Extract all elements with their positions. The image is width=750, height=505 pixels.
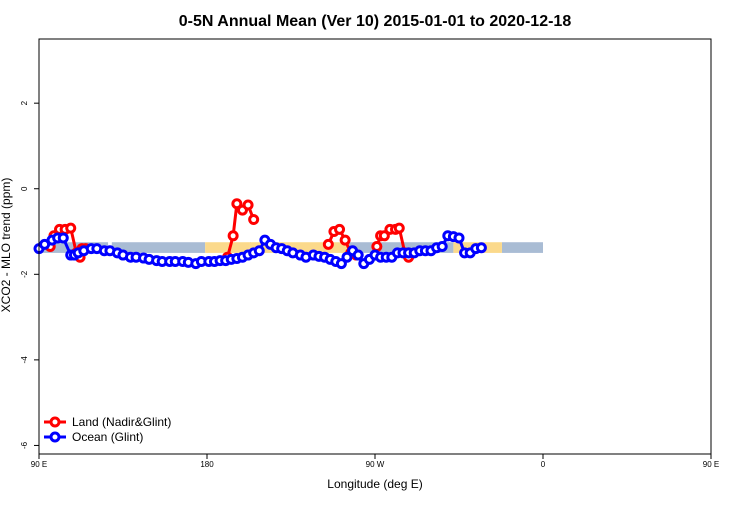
legend-label: Land (Nadir&Glint) (72, 415, 171, 429)
land-data-point (227, 230, 239, 242)
legend-swatch-marker (49, 431, 61, 443)
land-data-point (378, 230, 390, 242)
ocean-data-point (475, 242, 487, 254)
ocean-data-point (341, 251, 353, 263)
band-segment (111, 242, 206, 253)
ocean-data-point (352, 249, 364, 261)
band-segment (348, 242, 454, 253)
y-tick-label: 0 (20, 186, 29, 191)
x-tick-label: 180 (200, 460, 214, 469)
legend-swatch-marker (49, 416, 61, 428)
x-tick-label: 0 (541, 460, 546, 469)
legend: Land (Nadir&Glint)Ocean (Glint) (44, 415, 171, 444)
y-tick-label: -2 (20, 270, 29, 278)
x-axis-label: Longitude (deg E) (327, 477, 422, 491)
axes-layer: 90 E 180 90 W 0 90 E 2 0 -2 -4 -6 (20, 38, 719, 469)
land-data-point (371, 241, 383, 252)
ocean-data-point (453, 232, 465, 244)
land-data-point (231, 198, 243, 210)
chart-title: 0-5N Annual Mean (Ver 10) 2015-01-01 to … (179, 13, 572, 30)
land-data-point (242, 199, 254, 211)
land-data-point (322, 238, 334, 250)
legend-label: Ocean (Glint) (72, 430, 143, 444)
band-segment (501, 242, 543, 253)
ocean-data-point (335, 258, 347, 270)
y-tick-label: -6 (20, 441, 29, 449)
land-data-point (339, 234, 351, 246)
ocean-data-point (253, 245, 265, 257)
ocean-data-point (39, 238, 51, 250)
band-segment (205, 242, 250, 253)
x-tick-label: 90 W (366, 460, 385, 469)
land-data-point (393, 222, 405, 234)
land-data-point (248, 214, 260, 226)
ocean-data-point (436, 241, 448, 252)
y-tick-label: 2 (20, 100, 29, 105)
x-tick-label: 90 E (703, 460, 719, 469)
land-data-point (65, 222, 77, 234)
ocean-data-point (57, 232, 69, 244)
band-segment (249, 242, 349, 253)
y-axis-label: XCO2 - MLO trend (ppm) (0, 178, 13, 313)
x-tick-label: 90 E (31, 460, 47, 469)
series-layer (33, 198, 487, 270)
land-data-point (334, 223, 346, 235)
band-segment (39, 242, 109, 253)
y-tick-label: -4 (20, 356, 29, 364)
